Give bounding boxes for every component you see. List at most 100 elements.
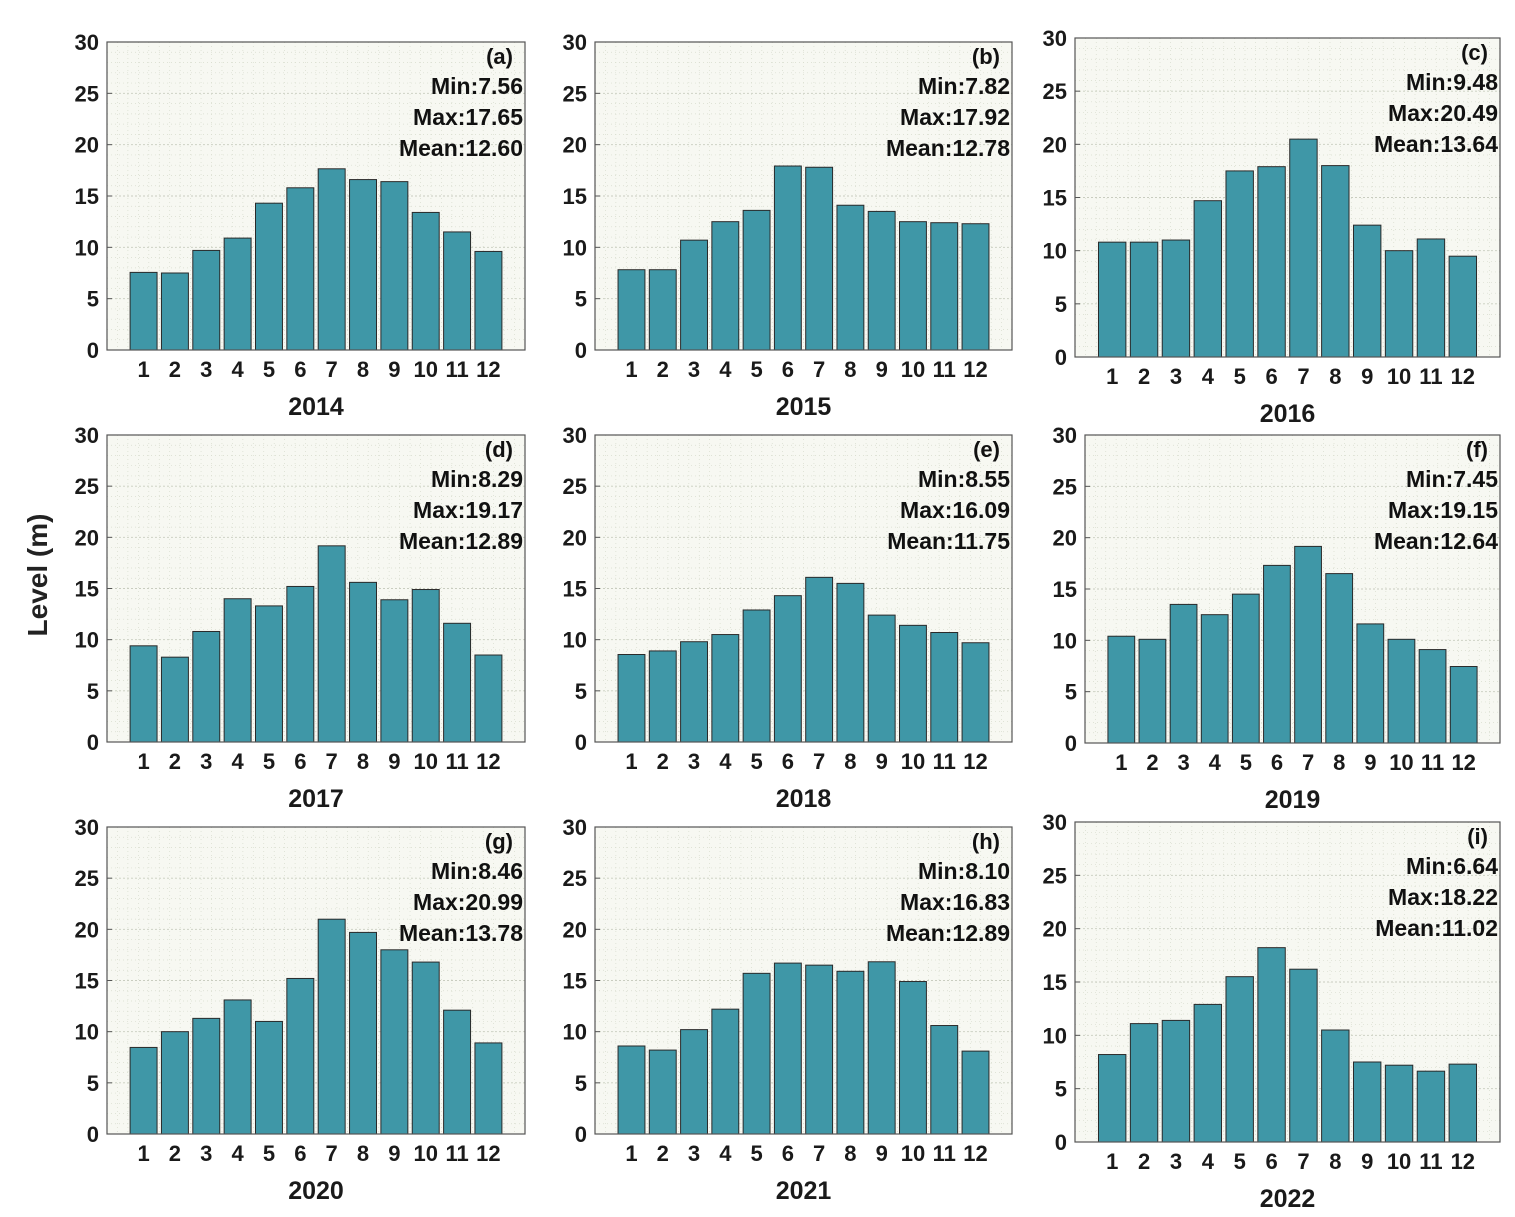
x-tick-label: 12 xyxy=(476,1141,500,1166)
panel-label: (d) xyxy=(485,437,513,462)
y-tick-label: 5 xyxy=(575,679,587,704)
bar-month-10 xyxy=(1384,250,1414,358)
bar-month-4 xyxy=(223,999,252,1135)
y-tick-label: 5 xyxy=(87,679,99,704)
y-tick-label: 30 xyxy=(563,423,587,448)
stat-annotation: Max:19.17 xyxy=(413,497,523,523)
bar-month-2 xyxy=(648,1049,677,1135)
x-tick-label: 10 xyxy=(1389,750,1413,775)
y-tick-label: 25 xyxy=(1053,474,1077,499)
stat-annotation: Mean:12.64 xyxy=(1374,528,1498,554)
bar-month-10 xyxy=(899,981,927,1135)
bar-month-1 xyxy=(129,645,158,743)
bar-month-2 xyxy=(1129,241,1159,358)
y-tick-label: 10 xyxy=(563,1020,587,1045)
y-tick-label: 25 xyxy=(563,866,587,891)
x-tick-label: 7 xyxy=(813,357,825,382)
x-tick-label: 9 xyxy=(1364,750,1376,775)
bar-month-1 xyxy=(1107,635,1136,744)
x-tick-label: 6 xyxy=(782,749,794,774)
bar-month-6 xyxy=(773,962,802,1135)
bar-month-4 xyxy=(1193,1003,1223,1143)
bar-month-10 xyxy=(1387,638,1416,744)
y-tick-label: 10 xyxy=(75,1020,99,1045)
x-tick-label: 3 xyxy=(1170,364,1182,389)
y-tick-label: 25 xyxy=(563,474,587,499)
x-tick-label: 10 xyxy=(901,749,925,774)
chart-panel-2017: 1 2 3 4 5 6 7 8 9 10 11 120510152025302017(d)Min:8.… xyxy=(75,423,526,813)
bar-month-9 xyxy=(1352,1061,1382,1143)
y-tick-label: 0 xyxy=(575,1122,587,1147)
y-tick-label: 15 xyxy=(75,184,99,209)
bar-month-1 xyxy=(617,1045,646,1135)
y-tick-label: 0 xyxy=(1065,731,1077,756)
x-tick-label: 11 xyxy=(933,1141,956,1166)
x-tick-label: 4 xyxy=(232,749,245,774)
bar-month-3 xyxy=(1169,603,1198,744)
x-tick-label: 12 xyxy=(476,357,500,382)
x-tick-label: 10 xyxy=(901,357,925,382)
y-tick-label: 15 xyxy=(1043,186,1067,211)
stat-annotation: Min:8.46 xyxy=(431,858,523,884)
x-tick-label: 1 xyxy=(137,357,149,382)
y-tick-label: 0 xyxy=(1055,345,1067,370)
x-tick-label: 6 xyxy=(782,1141,794,1166)
x-axis-label: 2020 xyxy=(288,1177,344,1205)
bar-month-12 xyxy=(474,654,503,743)
x-tick-label: 4 xyxy=(719,357,732,382)
x-tick-label: 12 xyxy=(476,749,500,774)
bar-month-5 xyxy=(254,202,283,351)
panel-label: (c) xyxy=(1461,40,1488,65)
x-tick-label: 1 xyxy=(1106,1149,1118,1174)
x-tick-label: 2 xyxy=(657,1141,669,1166)
y-tick-label: 25 xyxy=(563,81,587,106)
x-tick-label: 10 xyxy=(1387,1149,1411,1174)
bar-month-3 xyxy=(680,1029,708,1135)
bar-month-2 xyxy=(1138,638,1167,744)
y-tick-label: 20 xyxy=(1053,526,1077,551)
x-tick-label: 7 xyxy=(1302,750,1314,775)
y-tick-label: 5 xyxy=(1055,1077,1067,1102)
y-tick-label: 20 xyxy=(75,917,99,942)
x-tick-label: 9 xyxy=(876,1141,888,1166)
y-tick-label: 20 xyxy=(563,917,587,942)
stat-annotation: Mean:12.89 xyxy=(399,528,523,554)
y-tick-label: 5 xyxy=(87,287,99,312)
y-tick-label: 15 xyxy=(563,577,587,602)
bar-month-4 xyxy=(1193,200,1223,358)
x-tick-label: 2 xyxy=(1146,750,1158,775)
bar-month-12 xyxy=(1448,255,1478,358)
x-tick-label: 6 xyxy=(1271,750,1283,775)
x-axis-label: 2021 xyxy=(776,1177,832,1205)
bar-month-12 xyxy=(474,1042,503,1135)
x-tick-label: 6 xyxy=(294,749,306,774)
y-tick-label: 30 xyxy=(75,815,99,840)
chart-panel-2018: 1 2 3 4 5 6 7 8 9 10 11 120510152025302018(e)Min:8.… xyxy=(563,423,1013,813)
bar-month-1 xyxy=(129,1046,158,1135)
y-tick-label: 0 xyxy=(1055,1130,1067,1155)
x-tick-label: 5 xyxy=(1240,750,1252,775)
x-tick-label: 3 xyxy=(688,749,700,774)
y-tick-label: 30 xyxy=(75,423,99,448)
bar-month-9 xyxy=(867,614,896,743)
chart-panel-2019: 1 2 3 4 5 6 7 8 9 10 11 120510152025302019(f)Min:7.… xyxy=(1053,423,1501,814)
x-tick-label: 1 xyxy=(137,749,149,774)
x-tick-label: 11 xyxy=(1421,750,1444,775)
y-tick-label: 25 xyxy=(75,866,99,891)
bar-month-7 xyxy=(317,545,346,743)
x-tick-label: 5 xyxy=(750,749,762,774)
x-tick-label: 3 xyxy=(1170,1149,1182,1174)
x-tick-label: 12 xyxy=(963,357,987,382)
chart-panel-2021: 1 2 3 4 5 6 7 8 9 10 11 120510152025302021(h)Min:8.… xyxy=(563,815,1013,1205)
x-tick-label: 3 xyxy=(688,1141,700,1166)
x-tick-label: 5 xyxy=(263,357,275,382)
y-tick-label: 30 xyxy=(1043,26,1067,51)
x-tick-label: 8 xyxy=(357,749,369,774)
bar-month-6 xyxy=(773,595,802,743)
bar-month-8 xyxy=(349,581,378,743)
x-tick-label: 5 xyxy=(750,357,762,382)
x-tick-label: 2 xyxy=(169,749,181,774)
bar-month-12 xyxy=(1449,666,1478,744)
bar-month-12 xyxy=(961,223,990,351)
chart-panel-2016: 1 2 3 4 5 6 7 8 9 10 11 120510152025302016(c)Min:9.… xyxy=(1043,26,1501,428)
